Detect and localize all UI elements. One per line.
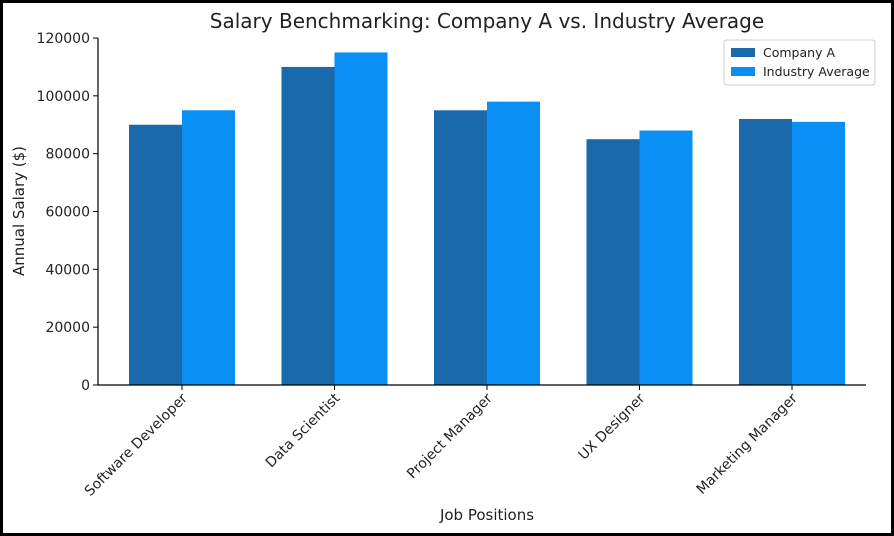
- bar-company-a-1: [281, 66, 335, 386]
- bar-company-a-2: [434, 110, 487, 386]
- y-tick-label: 60000: [45, 205, 90, 221]
- legend-swatch: [731, 48, 755, 57]
- x-tick-label: Software Developer: [82, 390, 191, 499]
- bar-company-a-3: [586, 139, 640, 385]
- legend: Company A Industry Average: [723, 39, 876, 86]
- x-axis-ticks: Software Developer Data Scientist Project …: [82, 385, 801, 500]
- y-tick-label: 120000: [37, 31, 90, 47]
- chart-title: Salary Benchmarking: Company A vs. Indus…: [210, 9, 764, 33]
- legend-box: [723, 39, 876, 86]
- bar-industry-average-0: [182, 110, 235, 386]
- y-tick-label: 80000: [45, 147, 90, 163]
- y-axis-ticks: 0 20000 40000 60000 80000 100000 120000: [37, 31, 98, 394]
- x-tick-label: Marketing Manager: [694, 390, 801, 497]
- x-tick-label: UX Designer: [575, 390, 648, 463]
- bar-company-a-4: [739, 118, 792, 385]
- bar-industry-average-1: [334, 52, 388, 385]
- bar-industry-average-4: [792, 121, 845, 385]
- bar-industry-average-3: [639, 130, 693, 385]
- axes: [97, 38, 866, 386]
- bars-group: [129, 52, 845, 386]
- legend-label: Company A: [763, 45, 835, 60]
- x-tick-label: Data Scientist: [263, 390, 344, 471]
- y-tick-label: 20000: [45, 320, 90, 336]
- bar-company-a-0: [129, 124, 182, 385]
- bar-industry-average-2: [487, 101, 540, 385]
- y-tick-label: 40000: [45, 262, 90, 278]
- x-axis-label: Job Positions: [439, 506, 534, 524]
- legend-label: Industry Average: [763, 64, 870, 79]
- legend-swatch: [731, 67, 755, 76]
- y-axis-label: Annual Salary ($): [10, 146, 28, 276]
- y-tick-label: 100000: [37, 89, 90, 105]
- x-tick-label: Project Manager: [404, 390, 496, 482]
- y-tick-label: 0: [81, 378, 90, 394]
